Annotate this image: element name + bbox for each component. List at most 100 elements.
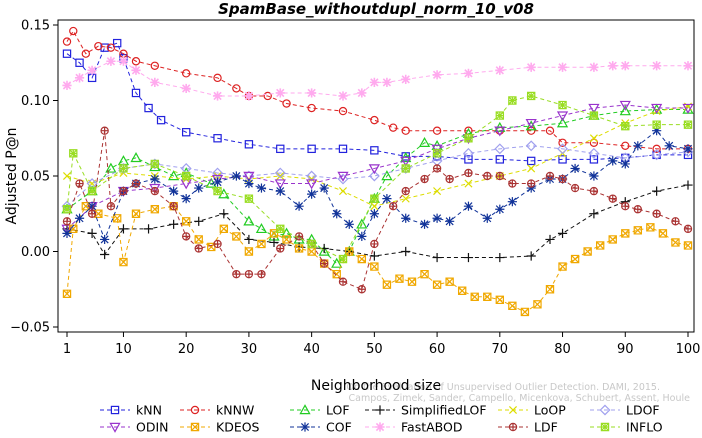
data-point [401, 213, 411, 223]
series-line [66, 42, 688, 162]
data-point [557, 143, 568, 155]
chart-title: SpamBase_withoutdupl_norm_10_v08 [218, 0, 534, 18]
data-point [62, 37, 72, 46]
legend-label: INFLO [626, 420, 663, 435]
data-point [181, 83, 191, 94]
data-point [244, 178, 254, 189]
data-point [401, 164, 410, 173]
data-point [62, 228, 72, 238]
data-point [181, 171, 191, 181]
data-point [244, 234, 254, 245]
legend-item-ldf: LDF [498, 420, 558, 435]
data-point [525, 120, 537, 131]
data-point [338, 144, 348, 154]
data-point [558, 138, 567, 147]
series-ldf [62, 126, 693, 294]
data-point [299, 404, 311, 415]
data-point [652, 120, 661, 129]
data-point [232, 232, 241, 241]
data-point [181, 69, 191, 78]
data-point [181, 217, 191, 226]
legend-label: kNN [136, 403, 162, 418]
data-point [307, 103, 316, 113]
data-point [181, 194, 191, 204]
data-point [483, 171, 492, 181]
data-point [81, 202, 91, 211]
data-point [244, 91, 254, 101]
data-point [169, 186, 179, 196]
data-point [401, 194, 410, 203]
data-point [520, 307, 530, 317]
legend-label: SimplifiedLOF [401, 403, 487, 418]
legend-item-inflo: INFLO [590, 420, 663, 435]
data-point [357, 88, 367, 98]
data-point [420, 269, 429, 279]
data-point [118, 224, 129, 234]
data-point [62, 289, 72, 298]
data-point [495, 252, 505, 263]
legend-label: LDOF [626, 403, 660, 418]
data-point [545, 234, 555, 245]
data-point [599, 404, 611, 416]
data-point [432, 280, 442, 289]
data-point [557, 228, 568, 238]
data-point [282, 235, 291, 244]
data-point [533, 300, 542, 309]
data-point [368, 164, 380, 175]
legend-label: kNNW [216, 403, 254, 418]
data-point [401, 126, 410, 135]
data-point [106, 202, 116, 211]
data-point [119, 257, 128, 267]
data-point [525, 140, 537, 152]
legend-item-odin: ODIN [100, 420, 169, 435]
data-point [100, 43, 109, 52]
data-point [190, 422, 200, 432]
data-point [94, 41, 103, 51]
data-point [368, 170, 380, 182]
data-point [119, 164, 128, 173]
data-point [87, 201, 97, 211]
data-point [69, 149, 78, 158]
data-point [683, 180, 693, 190]
data-point [470, 292, 479, 301]
data-point [243, 171, 255, 182]
data-point [570, 254, 580, 264]
data-point [445, 277, 454, 286]
data-point [671, 238, 680, 247]
series-line [66, 130, 689, 241]
data-point [683, 241, 693, 250]
data-point [464, 179, 473, 188]
data-point [232, 84, 241, 93]
data-point [257, 269, 266, 279]
data-point [526, 251, 536, 261]
x-axis-label: Neighborhood size [311, 378, 441, 394]
data-point [131, 179, 141, 188]
data-point [395, 274, 404, 283]
data-point [651, 149, 663, 161]
data-point [212, 91, 223, 101]
data-point [401, 246, 411, 257]
data-point [589, 62, 599, 72]
data-point [213, 239, 222, 249]
data-point [682, 103, 694, 114]
series-line [66, 30, 688, 150]
data-point [357, 285, 367, 294]
data-point [633, 226, 643, 235]
data-point [556, 111, 569, 122]
data-point [87, 228, 97, 238]
legend: kNN kNNW LOF SimplifiedLOF LoOP LDOF ODIN KDEOS… [100, 403, 663, 435]
legend-label: COF [326, 420, 352, 435]
data-point [646, 223, 655, 232]
data-point [432, 164, 442, 173]
data-point [244, 269, 254, 279]
data-point [131, 57, 141, 66]
data-point [131, 88, 141, 98]
data-point [81, 49, 91, 58]
data-point [445, 174, 454, 184]
data-point [106, 43, 116, 52]
data-point [671, 217, 680, 226]
data-point [683, 61, 693, 71]
data-point [419, 219, 430, 229]
data-point [589, 171, 599, 181]
